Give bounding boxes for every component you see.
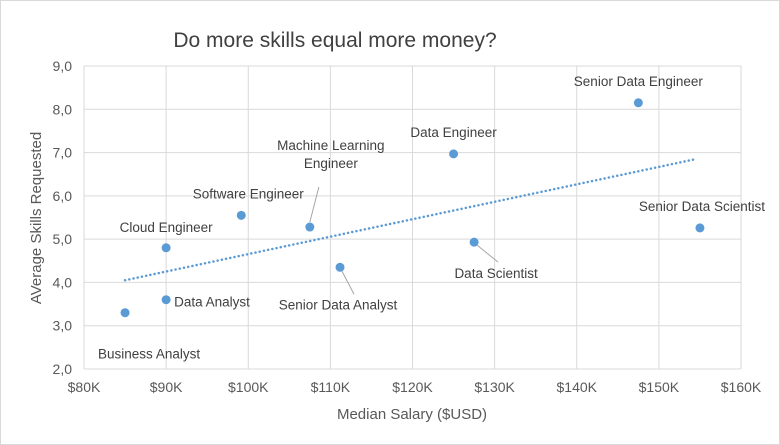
data-point (161, 243, 171, 253)
data-point (695, 223, 705, 233)
y-tick-label: 3,0 (53, 318, 73, 334)
y-tick-label: 6,0 (53, 188, 73, 204)
label-connector (476, 244, 499, 263)
x-tick-label: $160K (721, 379, 762, 395)
gridlines (83, 65, 742, 370)
y-axis-title: AVerage Skills Requested (28, 132, 45, 304)
trendline-line (123, 157, 698, 282)
x-tick-label: $110K (311, 379, 351, 395)
point-label-line: Engineer (304, 156, 359, 171)
data-point (161, 295, 171, 305)
data-points (120, 98, 705, 318)
y-tick-label: 5,0 (53, 231, 73, 247)
point-label: Data Engineer (410, 125, 497, 140)
point-label: Senior Data Scientist (639, 199, 765, 214)
trendline (123, 157, 698, 282)
x-axis-title: Median Salary ($USD) (337, 406, 487, 423)
point-label: Data Analyst (174, 295, 250, 310)
label-connector (341, 271, 355, 295)
y-tick-label: 2,0 (53, 361, 73, 377)
point-label: Machine Learning Engineer (277, 138, 384, 171)
axis-ticks: $80K $90K $100K $110K $120K $130K $140K $150K $1… (53, 58, 762, 395)
data-point (449, 149, 459, 159)
x-tick-label: $130K (474, 379, 515, 395)
x-tick-label: $80K (68, 379, 101, 395)
data-point (120, 308, 130, 318)
y-tick-label: 9,0 (53, 58, 73, 74)
x-tick-label: $140K (557, 379, 598, 395)
label-connector (309, 186, 320, 223)
point-label: Senior Data Analyst (279, 297, 398, 312)
x-tick-label: $150K (639, 379, 680, 395)
point-labels: Business Analyst Data Analyst Cloud Engine… (98, 74, 765, 362)
point-label: Business Analyst (98, 347, 200, 362)
y-tick-label: 7,0 (53, 145, 73, 161)
x-tick-label: $120K (392, 379, 433, 395)
point-label-line: Machine Learning (277, 138, 384, 153)
chart-title: Do more skills equal more money? (173, 29, 496, 52)
label-connectors (309, 186, 499, 295)
data-point (469, 237, 479, 247)
x-tick-label: $90K (150, 379, 183, 395)
data-point (236, 210, 246, 220)
data-point (305, 222, 315, 232)
x-tick-label: $100K (228, 379, 269, 395)
data-point (633, 98, 643, 108)
point-label: Software Engineer (193, 186, 305, 201)
y-tick-label: 8,0 (53, 101, 73, 117)
data-point (335, 262, 345, 272)
point-label: Cloud Engineer (120, 220, 214, 235)
point-label: Data Scientist (454, 266, 538, 281)
point-label: Senior Data Engineer (574, 74, 704, 89)
y-tick-label: 4,0 (53, 274, 73, 290)
